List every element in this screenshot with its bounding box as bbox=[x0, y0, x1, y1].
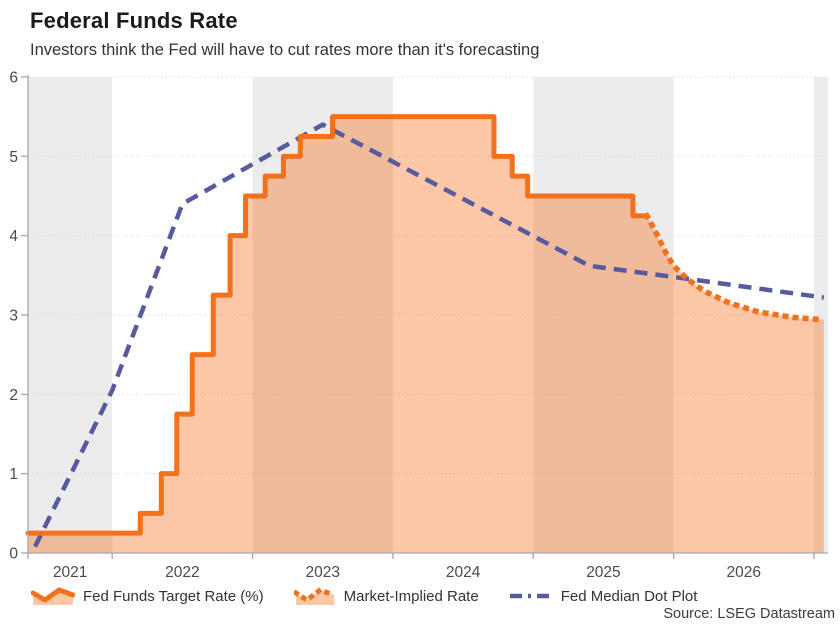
y-tick-labels: 0 1 2 3 4 5 6 bbox=[9, 70, 18, 563]
legend-label: Fed Median Dot Plot bbox=[560, 587, 698, 605]
area-fill bbox=[28, 116, 824, 554]
y-tick-label-4: 4 bbox=[9, 228, 18, 245]
y-tick-label-3: 3 bbox=[9, 308, 18, 325]
year-band-2021 bbox=[28, 77, 113, 553]
market-implied-line bbox=[643, 212, 827, 323]
x-tick-label-2021: 2021 bbox=[53, 564, 87, 580]
legend-label: Market-Implied Rate bbox=[343, 587, 479, 605]
x-tick-label-2023: 2023 bbox=[305, 564, 339, 580]
x-tick-label-2024: 2024 bbox=[446, 564, 481, 580]
year-band-2023 bbox=[252, 77, 393, 553]
area-zigzag-icon bbox=[31, 587, 75, 605]
y-tick-label-6: 6 bbox=[9, 70, 18, 87]
area-dotted-icon bbox=[293, 587, 336, 605]
gridlines bbox=[28, 76, 828, 475]
y-tick-label-0: 0 bbox=[9, 546, 18, 563]
legend-item-dot-plot: Fed Median Dot Plot bbox=[509, 587, 698, 605]
target-rate-line bbox=[25, 114, 650, 536]
dashed-line-icon bbox=[509, 593, 552, 599]
y-tick-label-1: 1 bbox=[9, 466, 18, 483]
chart-legend: Fed Funds Target Rate (%) Market-Implied… bbox=[31, 583, 727, 609]
x-tick-label-2022: 2022 bbox=[165, 564, 199, 580]
chart-subtitle: Investors think the Fed will have to cut… bbox=[30, 41, 540, 59]
source-credit: Source: LSEG Datastream bbox=[663, 606, 835, 622]
federal-funds-chart: 2021 2022 2023 2024 2025 2026 0 1 2 3 4 5 6 bbox=[9, 70, 828, 580]
legend-item-target-rate: Fed Funds Target Rate (%) bbox=[31, 585, 264, 607]
legend-label: Fed Funds Target Rate (%) bbox=[83, 587, 264, 605]
y-tick-label-5: 5 bbox=[9, 149, 18, 166]
year-band-2027 bbox=[813, 77, 828, 553]
year-band-2025 bbox=[533, 77, 674, 553]
x-tick-label-2026: 2026 bbox=[727, 564, 761, 580]
y-tick-label-2: 2 bbox=[9, 387, 18, 404]
legend-item-market-implied: Market-Implied Rate bbox=[293, 585, 479, 607]
page-title: Federal Funds Rate bbox=[30, 8, 238, 33]
x-tick-label-2025: 2025 bbox=[586, 564, 620, 580]
axes bbox=[21, 75, 828, 559]
dot-plot-line bbox=[33, 122, 825, 548]
x-tick-labels: 2021 2022 2023 2024 2025 2026 bbox=[53, 564, 761, 580]
